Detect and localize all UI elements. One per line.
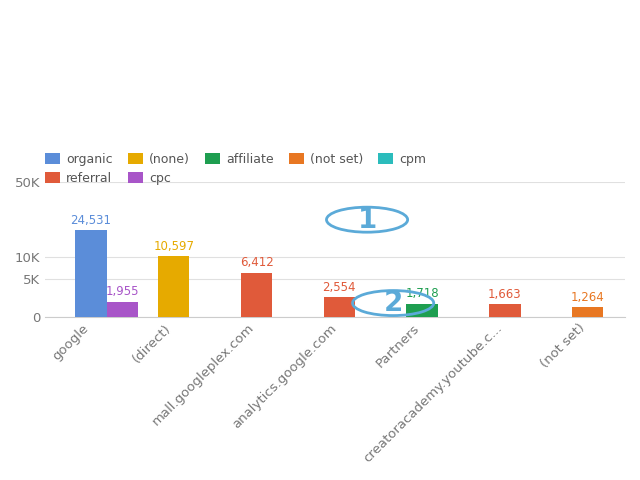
Text: 1,264: 1,264	[571, 290, 605, 304]
Text: 1: 1	[357, 206, 377, 234]
Bar	[406, 303, 438, 316]
Bar	[158, 256, 189, 316]
Bar	[489, 304, 521, 316]
Bar	[572, 307, 604, 316]
Text: 1,663: 1,663	[488, 288, 522, 300]
Legend: organic, referral, (none), cpc, affiliate, (not set), cpm: organic, referral, (none), cpc, affiliat…	[40, 148, 431, 190]
Text: 1,718: 1,718	[405, 287, 439, 300]
Bar	[75, 230, 107, 316]
Bar	[241, 273, 272, 316]
Text: 1,955: 1,955	[106, 286, 139, 299]
Text: 10,597: 10,597	[153, 240, 194, 253]
Text: 2,554: 2,554	[323, 281, 356, 294]
Text: 6,412: 6,412	[239, 256, 273, 269]
Bar	[107, 302, 138, 316]
Text: 24,531: 24,531	[70, 214, 111, 227]
Bar	[324, 297, 355, 316]
Text: 2: 2	[383, 289, 403, 317]
